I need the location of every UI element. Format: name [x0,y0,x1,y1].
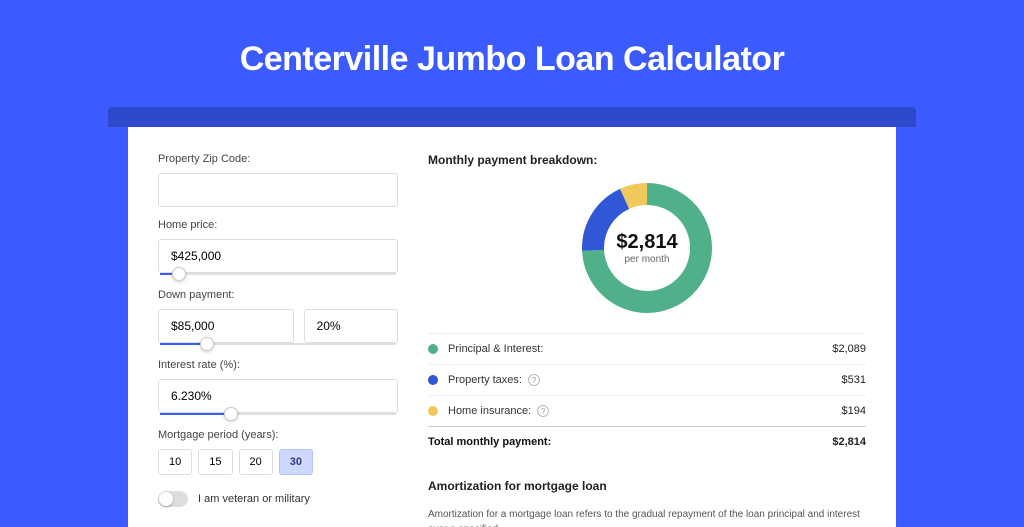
total-value: $2,814 [832,436,866,448]
form-panel: Property Zip Code: Home price: Down paym… [158,153,398,501]
group-price: Home price: [158,219,398,275]
group-period: Mortgage period (years): 1015 2030 [158,429,398,475]
period-15-button[interactable]: 15 [198,449,232,475]
page-title: Centerville Jumbo Loan Calculator [0,40,1024,79]
period-options: 1015 2030 [158,449,398,475]
veteran-toggle-knob [159,492,173,506]
period-10-button[interactable]: 10 [158,449,192,475]
down-amount-input[interactable] [158,309,294,343]
breakdown-label-text: Home insurance: [448,405,531,417]
price-label: Home price: [158,219,398,231]
price-slider-thumb[interactable] [172,267,186,281]
donut-center: $2,814 per month [582,183,712,313]
price-slider[interactable] [160,273,396,275]
breakdown-line-2: Home insurance:?$194 [428,395,866,426]
results-panel: Monthly payment breakdown: $2,814 per mo… [428,153,866,501]
period-label: Mortgage period (years): [158,429,398,441]
down-pct-input[interactable] [304,309,398,343]
legend-dot [428,375,438,385]
breakdown-value: $531 [842,374,866,386]
breakdown-label: Principal & Interest: [448,343,832,355]
total-line: Total monthly payment: $2,814 [428,426,866,457]
zip-input[interactable] [158,173,398,207]
period-20-button[interactable]: 20 [239,449,273,475]
donut-sub: per month [624,254,669,265]
down-slider-thumb[interactable] [200,337,214,351]
group-down: Down payment: [158,289,398,345]
veteran-label: I am veteran or military [198,493,310,505]
down-slider[interactable] [160,343,396,345]
breakdown-value: $194 [842,405,866,417]
amortization-section: Amortization for mortgage loan Amortizat… [428,479,866,527]
rate-slider-thumb[interactable] [224,407,238,421]
info-icon[interactable]: ? [528,374,540,386]
veteran-toggle[interactable] [158,491,188,507]
info-icon[interactable]: ? [537,405,549,417]
breakdown-label-text: Principal & Interest: [448,343,543,355]
legend-dot [428,406,438,416]
breakdown-label: Property taxes:? [448,374,842,386]
breakdown-lines: Principal & Interest: $2,089 Property taxe… [428,333,866,426]
donut-amount: $2,814 [616,231,677,254]
period-30-button[interactable]: 30 [279,449,313,475]
breakdown-label-text: Property taxes: [448,374,522,386]
total-label: Total monthly payment: [428,436,832,448]
breakdown-line-0: Principal & Interest: $2,089 [428,333,866,364]
group-rate: Interest rate (%): [158,359,398,415]
breakdown-value: $2,089 [832,343,866,355]
legend-dot [428,344,438,354]
down-label: Down payment: [158,289,398,301]
rate-slider-fill [160,413,231,415]
rate-slider[interactable] [160,413,396,415]
amortization-text: Amortization for a mortgage loan refers … [428,507,866,527]
group-zip: Property Zip Code: [158,153,398,207]
amortization-title: Amortization for mortgage loan [428,479,866,493]
rate-label: Interest rate (%): [158,359,398,371]
donut-container: $2,814 per month [428,183,866,313]
veteran-row: I am veteran or military [158,491,398,507]
rate-input[interactable] [158,379,398,413]
breakdown-line-1: Property taxes:?$531 [428,364,866,395]
breakdown-title: Monthly payment breakdown: [428,153,866,167]
payment-donut-chart: $2,814 per month [582,183,712,313]
price-input[interactable] [158,239,398,273]
breakdown-label: Home insurance:? [448,405,842,417]
card-header-strip [108,107,916,127]
calculator-card: Property Zip Code: Home price: Down paym… [128,127,896,527]
zip-label: Property Zip Code: [158,153,398,165]
